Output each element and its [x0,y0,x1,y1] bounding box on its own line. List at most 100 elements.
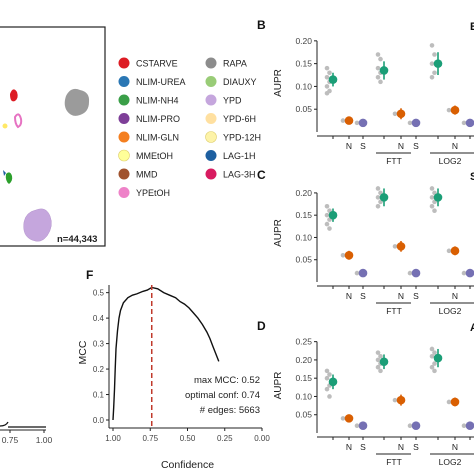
legend-label: DIAUXY [223,77,257,87]
panel-f-y-tick-label: 0.1 [93,391,105,400]
x-tick-label: S [360,442,366,452]
legend-label: MMD [136,170,158,180]
x-tick-label: N [398,442,404,452]
legend-swatch [205,113,217,124]
raw-point [375,65,381,71]
legend-label: YPEtOH [136,188,170,198]
raw-point [324,221,330,227]
panel-title: BE [470,21,474,33]
raw-point [375,195,381,200]
umap-blob-ypd [23,208,52,242]
legend-swatch [118,57,130,69]
x-tick-label: S [360,291,366,301]
legend-swatch [205,131,217,143]
raw-point [378,56,383,62]
legend-label: NLIM-UREA [136,77,186,87]
raw-point [432,368,437,374]
mean-point [450,105,460,115]
max-mcc-annotation: max MCC: 0.52 [194,375,260,386]
panel-f-y-tick-label: 0.0 [93,416,105,425]
raw-point [461,423,467,428]
raw-point [378,353,383,359]
mean-point [328,75,338,84]
raw-point [429,364,435,370]
raw-point [378,368,383,374]
raw-point [432,70,437,76]
raw-point [432,350,437,355]
panel-f-x-tick-label: 0.75 [142,434,158,443]
raw-point [446,107,452,113]
raw-point [375,75,381,80]
panel-e: 0.75 1.00 [0,421,53,445]
y-tick-label: 0.10 [295,391,312,401]
mean-point [396,242,406,251]
y-axis-label: AUPR [273,69,284,97]
legend-label: LAG-3H [223,170,256,180]
raw-point [324,212,330,218]
y-tick-label: 0.20 [295,188,312,198]
mcc-curve [112,286,220,421]
mean-point [396,395,406,405]
raw-point [324,75,330,80]
raw-point [432,208,437,214]
raw-point [324,368,330,374]
raw-point [407,423,413,428]
legend-swatch [118,94,130,106]
x-tick-label: N [452,442,458,452]
mean-point [358,421,368,430]
raw-point [429,186,435,191]
raw-point [375,350,381,355]
y-tick-label: 0.15 [295,210,312,220]
group-label-ftt: FTT [386,306,402,316]
x-tick-label: S [413,291,419,301]
raw-point [429,203,435,209]
legend-swatch [118,187,130,198]
legend-swatch [118,149,130,162]
raw-point [354,423,360,428]
legend-label: NLIM-NH4 [136,96,179,106]
panel-title: AM [470,322,474,334]
raw-point [324,90,330,96]
legend-label: YPD [223,96,242,106]
mean-point [465,118,474,128]
mean-point [358,118,368,128]
raw-point [340,118,346,123]
raw-point [327,394,332,399]
y-tick-label: 0.20 [295,355,312,365]
umap-frame [0,26,106,247]
mean-point [396,109,406,119]
panel-e-line [0,421,9,427]
panel-e-tick-label: 0.75 [2,435,19,445]
legend-label: LAG-1H [223,151,256,161]
legend-swatch [118,76,130,87]
panel-f-letter: F [86,268,93,282]
group-label-ftt: FTT [386,457,402,467]
raw-point [324,375,330,381]
raw-point [327,372,332,377]
x-tick-label: N [346,141,352,151]
raw-point [429,43,435,48]
mean-point [465,268,474,278]
legend-swatch [205,150,217,161]
mean-point [433,353,443,363]
raw-point [429,195,435,200]
panel-title: StARS [470,171,474,183]
raw-point [429,346,435,352]
mean-point [411,421,421,430]
raw-point [375,364,381,370]
raw-point [375,357,381,363]
raw-point [354,120,360,126]
panel-letter: C [257,168,266,182]
raw-point [446,399,452,405]
panel-letter: B [257,18,266,32]
legend-label: YPD-12H [223,133,261,143]
legend-label: NLIM-GLN [136,133,179,143]
y-tick-label: 0.15 [295,59,312,69]
y-tick-label: 0.05 [295,104,312,114]
x-tick-label: N [346,291,352,301]
legend-label: YPD-6H [223,114,256,124]
y-tick-label: 0.05 [295,255,312,265]
mean-point [450,397,460,407]
